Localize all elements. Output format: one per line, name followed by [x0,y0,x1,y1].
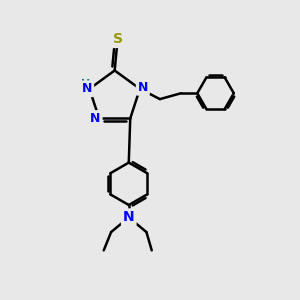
Text: N: N [90,112,101,125]
Text: H: H [81,79,91,88]
Text: N: N [82,82,92,95]
Text: N: N [123,210,135,224]
Text: N: N [138,81,148,94]
Text: S: S [113,32,124,46]
